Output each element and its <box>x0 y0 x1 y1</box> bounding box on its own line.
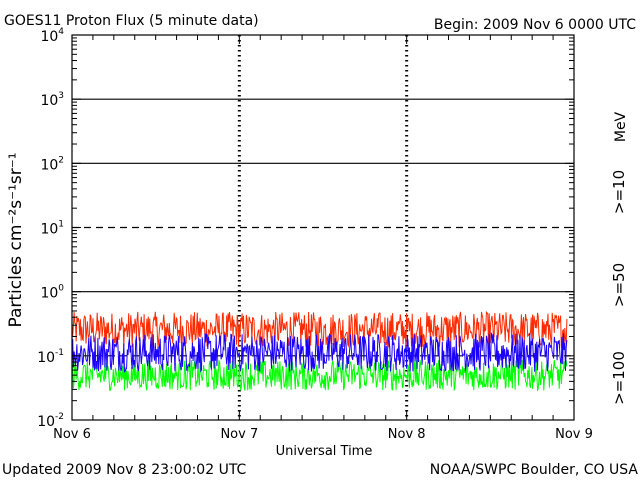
updated-timestamp: Updated 2009 Nov 8 23:00:02 UTC <box>2 462 247 478</box>
x-tick-label: Nov 7 <box>220 427 258 442</box>
y-tick-label: 100 <box>40 284 64 302</box>
y-tick-label: 10-2 <box>37 412 64 430</box>
y-tick-label: 104 <box>40 27 64 45</box>
series-line-1 <box>71 331 568 373</box>
y-tick-label: 10-1 <box>37 348 64 366</box>
chart-title: GOES11 Proton Flux (5 minute data) <box>4 13 259 29</box>
x-tick-labels: Nov 6 Nov 7 Nov 8 Nov 9 <box>53 427 593 442</box>
begin-date: Begin: 2009 Nov 6 0000 UTC <box>434 17 636 33</box>
legend-ge100: >=100 <box>610 351 628 405</box>
y-tick-label: 101 <box>40 220 64 238</box>
y-tick-labels: 10-2 10-1 100 101 102 103 104 <box>37 27 64 430</box>
legend-ge10: >=10 <box>610 170 628 214</box>
series-line-2 <box>71 359 568 392</box>
x-tick-label: Nov 9 <box>555 427 593 442</box>
credit-text: NOAA/SWPC Boulder, CO USA <box>430 462 639 478</box>
x-tick-label: Nov 8 <box>388 427 426 442</box>
y-axis-label: Particles cm⁻²s⁻¹sr⁻¹ <box>6 152 26 327</box>
x-tick-label: Nov 6 <box>53 427 91 442</box>
y-tick-label: 102 <box>40 155 64 173</box>
x-axis-label: Universal Time <box>276 444 373 459</box>
series-line-0 <box>71 310 568 349</box>
axes <box>71 34 575 421</box>
y-tick-label: 103 <box>40 91 64 109</box>
unit-label: MeV <box>613 111 629 142</box>
legend-ge50: >=50 <box>610 263 628 307</box>
series-layer <box>71 310 568 392</box>
